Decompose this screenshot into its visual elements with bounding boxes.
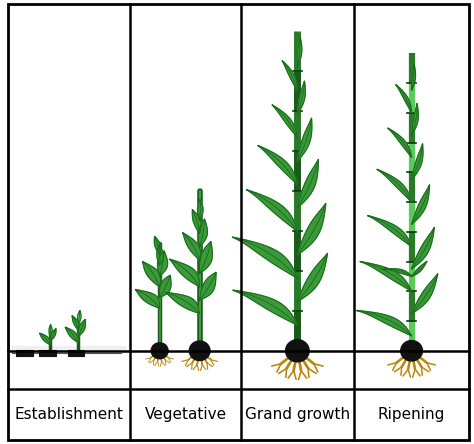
Polygon shape bbox=[198, 219, 208, 247]
Polygon shape bbox=[157, 251, 168, 276]
Polygon shape bbox=[411, 261, 427, 276]
Polygon shape bbox=[246, 190, 297, 231]
Polygon shape bbox=[258, 146, 297, 185]
Polygon shape bbox=[192, 210, 201, 234]
Polygon shape bbox=[297, 203, 326, 255]
Text: Ripening: Ripening bbox=[378, 407, 445, 421]
Polygon shape bbox=[77, 310, 81, 324]
Polygon shape bbox=[50, 329, 56, 341]
Polygon shape bbox=[411, 64, 416, 91]
Polygon shape bbox=[383, 269, 411, 276]
Polygon shape bbox=[297, 159, 319, 208]
Bar bbox=[39, 350, 56, 356]
Polygon shape bbox=[198, 199, 203, 220]
Polygon shape bbox=[170, 259, 200, 287]
Polygon shape bbox=[65, 327, 78, 343]
Polygon shape bbox=[72, 316, 79, 330]
Polygon shape bbox=[159, 275, 171, 297]
Polygon shape bbox=[272, 105, 297, 138]
Polygon shape bbox=[377, 169, 411, 202]
Polygon shape bbox=[356, 310, 411, 336]
Text: Grand growth: Grand growth bbox=[245, 407, 350, 421]
Bar bbox=[67, 350, 84, 356]
Bar bbox=[16, 350, 33, 356]
Polygon shape bbox=[297, 37, 302, 67]
Polygon shape bbox=[232, 237, 297, 278]
Polygon shape bbox=[297, 118, 312, 161]
Polygon shape bbox=[233, 290, 297, 325]
Polygon shape bbox=[411, 227, 434, 269]
Polygon shape bbox=[40, 333, 50, 345]
Text: Vegetative: Vegetative bbox=[145, 407, 227, 421]
Circle shape bbox=[401, 341, 422, 361]
Polygon shape bbox=[143, 262, 161, 287]
Polygon shape bbox=[155, 236, 161, 255]
Polygon shape bbox=[396, 85, 411, 113]
Text: Establishment: Establishment bbox=[15, 407, 123, 421]
Polygon shape bbox=[411, 103, 419, 135]
Polygon shape bbox=[200, 272, 216, 300]
Circle shape bbox=[151, 343, 168, 359]
Circle shape bbox=[286, 340, 309, 362]
Polygon shape bbox=[411, 185, 429, 224]
Polygon shape bbox=[49, 325, 52, 336]
Polygon shape bbox=[388, 128, 411, 157]
Polygon shape bbox=[157, 245, 164, 266]
Circle shape bbox=[189, 341, 210, 361]
Polygon shape bbox=[200, 242, 212, 274]
Polygon shape bbox=[411, 274, 438, 313]
Polygon shape bbox=[165, 292, 200, 313]
Polygon shape bbox=[368, 216, 411, 247]
Polygon shape bbox=[297, 81, 305, 114]
Polygon shape bbox=[78, 319, 85, 337]
Polygon shape bbox=[182, 233, 201, 260]
Polygon shape bbox=[135, 289, 160, 308]
Polygon shape bbox=[411, 144, 423, 180]
Polygon shape bbox=[297, 254, 328, 302]
Polygon shape bbox=[282, 61, 297, 91]
Polygon shape bbox=[360, 262, 411, 291]
